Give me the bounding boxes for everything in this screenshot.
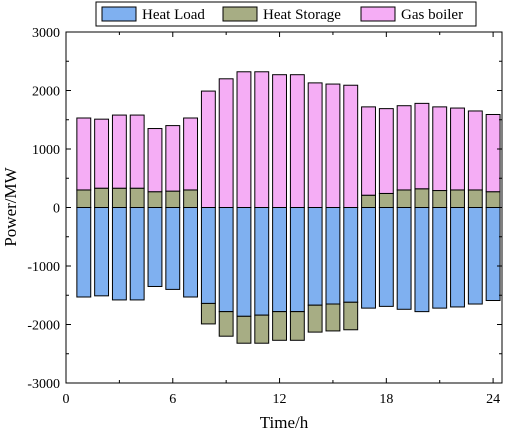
bar-heat-load-16 bbox=[343, 207, 359, 303]
bar-heat-storage-3 bbox=[111, 187, 127, 209]
bar-heat-load-9 bbox=[218, 207, 234, 313]
legend: Heat Load Heat Storage Gas boiler bbox=[95, 1, 477, 27]
bar-heat-load-23 bbox=[467, 207, 483, 305]
bar-gas-boiler-9 bbox=[218, 78, 234, 208]
bar-heat-load-20 bbox=[414, 207, 430, 313]
x-tick-label-6: 6 bbox=[169, 392, 176, 407]
bar-heat-storage-22 bbox=[450, 189, 465, 208]
bar-gas-boiler-16 bbox=[343, 84, 359, 208]
bar-heat-load-11 bbox=[254, 207, 270, 316]
bar-heat-load-2 bbox=[94, 207, 110, 297]
bar-heat-storage-11 bbox=[254, 314, 270, 344]
bar-heat-storage-6 bbox=[165, 190, 181, 208]
bar-heat-load-7 bbox=[183, 207, 199, 298]
bar-heat-storage-10 bbox=[236, 315, 252, 344]
y-axis-title: Power/MW bbox=[1, 166, 20, 246]
legend-label-heat-storage: Heat Storage bbox=[263, 7, 341, 23]
bar-heat-load-1 bbox=[76, 207, 92, 298]
bars bbox=[76, 71, 501, 344]
legend-swatch-heat-storage bbox=[222, 6, 258, 22]
y-tick-label-1000: 1000 bbox=[32, 143, 60, 158]
bar-heat-load-15 bbox=[325, 207, 341, 305]
bar-heat-storage-14 bbox=[307, 304, 323, 333]
legend-label-heat-load: Heat Load bbox=[142, 7, 205, 23]
legend-swatch-heat-load bbox=[101, 6, 137, 22]
bar-heat-load-21 bbox=[432, 207, 448, 309]
bar-heat-storage-15 bbox=[325, 303, 341, 332]
bar-gas-boiler-5 bbox=[147, 128, 163, 193]
bar-gas-boiler-22 bbox=[450, 107, 465, 191]
bar-gas-boiler-15 bbox=[325, 83, 341, 208]
bar-gas-boiler-1 bbox=[76, 117, 92, 191]
bar-heat-storage-20 bbox=[414, 188, 430, 208]
bar-gas-boiler-18 bbox=[378, 108, 394, 194]
bar-heat-storage-16 bbox=[343, 301, 359, 331]
y-tick-label-3000: 3000 bbox=[32, 26, 60, 41]
bar-heat-load-10 bbox=[236, 207, 252, 317]
bar-heat-load-3 bbox=[111, 207, 127, 301]
legend-label-gas-boiler: Gas boiler bbox=[401, 7, 463, 23]
bar-heat-storage-19 bbox=[396, 189, 412, 208]
bar-heat-storage-17 bbox=[361, 194, 376, 209]
bar-heat-storage-1 bbox=[76, 189, 92, 208]
bar-heat-load-24 bbox=[485, 207, 501, 302]
y-tick-label--2000: -2000 bbox=[27, 319, 60, 334]
bar-heat-load-18 bbox=[378, 207, 394, 307]
bar-gas-boiler-19 bbox=[396, 105, 412, 191]
bar-gas-boiler-23 bbox=[467, 110, 483, 191]
bar-gas-boiler-3 bbox=[111, 114, 127, 189]
bar-heat-storage-18 bbox=[378, 192, 394, 209]
y-tick-label--3000: -3000 bbox=[27, 377, 60, 392]
bar-heat-storage-24 bbox=[485, 191, 501, 208]
legend-swatch-gas-boiler bbox=[360, 6, 396, 22]
bar-gas-boiler-11 bbox=[254, 71, 270, 208]
bar-gas-boiler-20 bbox=[414, 102, 430, 190]
bar-gas-boiler-8 bbox=[200, 90, 216, 208]
bar-gas-boiler-21 bbox=[432, 106, 448, 192]
y-tick-label--1000: -1000 bbox=[27, 260, 60, 275]
bar-heat-load-13 bbox=[289, 207, 305, 313]
bar-gas-boiler-17 bbox=[361, 106, 376, 196]
x-tick-label-0: 0 bbox=[63, 392, 70, 407]
bar-gas-boiler-13 bbox=[289, 74, 305, 208]
bar-gas-boiler-10 bbox=[236, 71, 252, 208]
bar-heat-storage-23 bbox=[467, 189, 483, 208]
bar-heat-load-14 bbox=[307, 207, 323, 306]
bar-heat-storage-5 bbox=[147, 191, 163, 208]
bar-gas-boiler-7 bbox=[183, 117, 199, 191]
bar-gas-boiler-14 bbox=[307, 82, 323, 208]
bar-heat-storage-12 bbox=[272, 311, 287, 341]
bar-gas-boiler-12 bbox=[272, 74, 287, 208]
bar-heat-load-6 bbox=[165, 207, 181, 290]
bar-heat-storage-21 bbox=[432, 190, 448, 208]
legend-frame bbox=[95, 1, 477, 27]
axes: -3000 -2000 -1000 0 1000 2000 3000 0 6 12 18 24 bbox=[27, 26, 502, 407]
bar-heat-load-5 bbox=[147, 207, 163, 287]
bar-heat-storage-4 bbox=[129, 187, 145, 209]
y-tick-label-2000: 2000 bbox=[32, 85, 60, 100]
x-tick-label-18: 18 bbox=[379, 392, 393, 407]
bar-heat-load-22 bbox=[450, 207, 465, 308]
bar-heat-storage-2 bbox=[94, 187, 110, 209]
x-tick-label-12: 12 bbox=[273, 392, 287, 407]
bar-heat-load-4 bbox=[129, 207, 145, 301]
bar-gas-boiler-4 bbox=[129, 114, 145, 189]
bar-heat-load-19 bbox=[396, 207, 412, 310]
bar-heat-load-8 bbox=[200, 207, 216, 304]
bar-heat-storage-13 bbox=[289, 311, 305, 341]
x-axis-title: Time/h bbox=[260, 413, 309, 432]
bar-heat-load-12 bbox=[272, 207, 287, 313]
bar-heat-load-17 bbox=[361, 207, 376, 309]
y-tick-label-0: 0 bbox=[53, 202, 60, 217]
bar-gas-boiler-24 bbox=[485, 113, 501, 193]
bar-heat-storage-7 bbox=[183, 189, 199, 208]
x-tick-label-24: 24 bbox=[486, 392, 500, 407]
bar-heat-storage-8 bbox=[200, 302, 216, 325]
bar-gas-boiler-6 bbox=[165, 125, 181, 192]
bar-heat-storage-9 bbox=[218, 311, 234, 337]
bar-gas-boiler-2 bbox=[94, 118, 110, 189]
